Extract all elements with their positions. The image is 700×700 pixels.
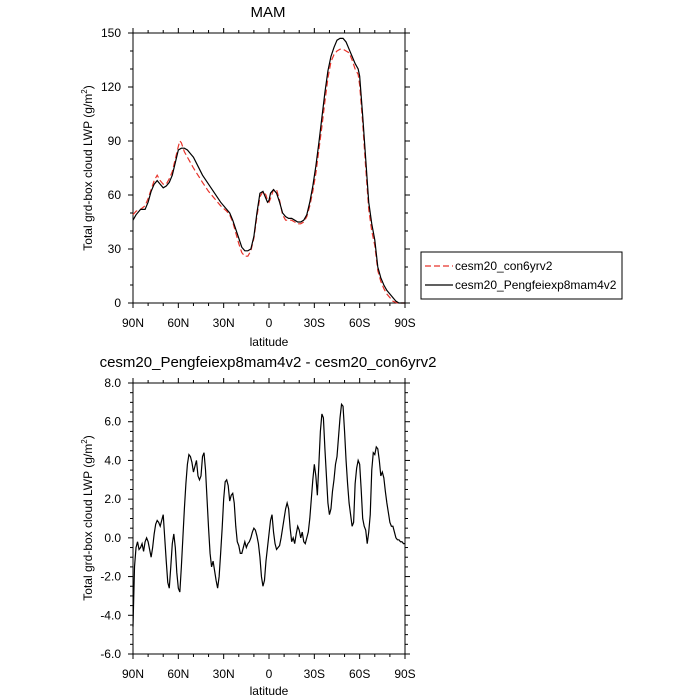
top-x-tick-label: 90S [394, 316, 415, 330]
bottom-chart-title: cesm20_Pengfeiexp8mam4v2 - cesm20_con6yr… [100, 354, 437, 371]
bottom-y-tick-label: 6.0 [104, 415, 121, 429]
bottom-y-tick-labels: -6.0 -4.0 -2.0 0.0 2.0 4.0 6.0 8.0 [100, 376, 121, 661]
bottom-x-axis-label: latitude [250, 684, 289, 698]
top-y-tick-label: 60 [108, 188, 122, 202]
bottom-x-tick-label: 90S [394, 667, 415, 681]
top-x-tick-label: 60N [167, 316, 189, 330]
legend-box [420, 251, 623, 300]
top-y-tick-label: 120 [101, 80, 121, 94]
bottom-y-tick-label: 0.0 [104, 531, 121, 545]
bottom-x-tick-label: 90N [122, 667, 144, 681]
bottom-series-lines [132, 402, 405, 627]
bottom-y-axis-label-close: ) [81, 435, 95, 439]
legend-label-cesm20-pengfeiexp8mam4v2: cesm20_Pengfeiexp8mam4v2 [455, 278, 617, 292]
bottom-y-axis-label-superscript: 2 [80, 439, 89, 444]
top-y-tick-labels: 0 30 60 90 120 150 [101, 26, 121, 310]
legend: cesm20_con6yrv2 cesm20_Pengfeiexp8mam4v2 [420, 251, 623, 300]
top-y-tick-label: 30 [108, 242, 122, 256]
top-panel: MAM 90N 60N 30N 0 30S 60S 90S 0 30 60 90… [80, 4, 623, 349]
bottom-x-tick-label: 30N [213, 667, 235, 681]
top-y-axis-label-close: ) [81, 85, 95, 89]
top-x-tick-label: 0 [266, 316, 273, 330]
top-x-tick-label: 90N [122, 316, 144, 330]
bottom-y-tick-label: -2.0 [100, 570, 121, 584]
top-x-tick-labels: 90N 60N 30N 0 30S 60S 90S [122, 316, 416, 330]
bottom-y-axis-label: Total grd-box cloud LWP (g/m2) [80, 435, 95, 600]
series-line-cesm20-con6yrv2 [132, 48, 405, 304]
top-y-tick-label: 90 [108, 134, 122, 148]
bottom-y-tick-label: 4.0 [104, 453, 121, 467]
top-chart-title: MAM [251, 4, 286, 21]
bottom-panel: cesm20_Pengfeiexp8mam4v2 - cesm20_con6yr… [80, 354, 436, 698]
bottom-x-tick-label: 60S [349, 667, 370, 681]
series-line-difference [132, 402, 405, 627]
bottom-y-axis-label-main: Total grd-box cloud LWP (g/m [81, 444, 95, 601]
top-x-axis-label: latitude [250, 335, 289, 349]
top-tick-marks [128, 28, 410, 308]
legend-label-cesm20-con6yrv2: cesm20_con6yrv2 [455, 259, 553, 273]
bottom-x-tick-label: 60N [167, 667, 189, 681]
top-y-axis-label-superscript: 2 [80, 89, 89, 94]
top-series-lines [132, 37, 405, 304]
top-x-tick-label: 30S [304, 316, 325, 330]
bottom-y-tick-label: -6.0 [100, 647, 121, 661]
bottom-y-tick-label: 2.0 [104, 492, 121, 506]
bottom-y-tick-label: -4.0 [100, 608, 121, 622]
bottom-y-tick-label: 8.0 [104, 376, 121, 390]
bottom-x-tick-label: 30S [304, 667, 325, 681]
top-x-tick-label: 30N [213, 316, 235, 330]
top-y-tick-label: 150 [101, 26, 121, 40]
top-y-tick-label: 0 [114, 296, 121, 310]
series-line-cesm20-pengfeiexp8mam4v2 [132, 37, 405, 304]
top-y-axis-label-main: Total grd-box cloud LWP (g/m [81, 94, 95, 251]
bottom-plot-frame [132, 382, 406, 655]
bottom-tick-marks [128, 378, 410, 659]
bottom-x-tick-labels: 90N 60N 30N 0 30S 60S 90S [122, 667, 416, 681]
top-y-axis-label: Total grd-box cloud LWP (g/m2) [80, 85, 95, 250]
top-x-tick-label: 60S [349, 316, 370, 330]
bottom-x-tick-label: 0 [266, 667, 273, 681]
